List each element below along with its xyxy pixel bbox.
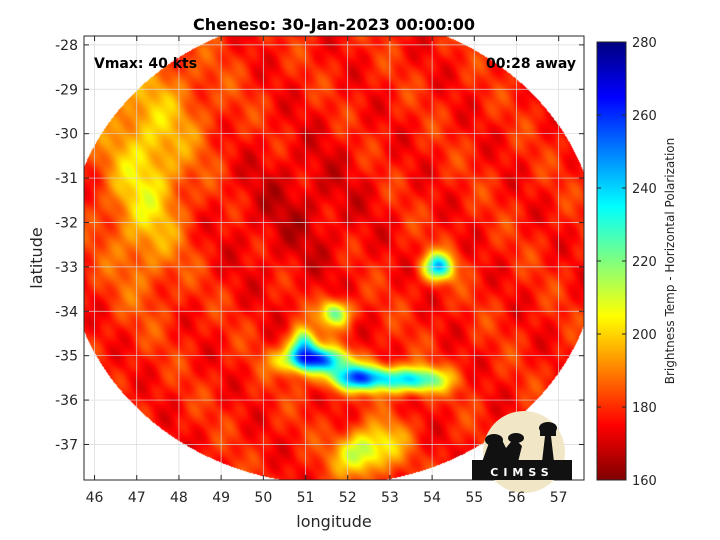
x-tick-label: 46: [86, 490, 104, 506]
y-tick-label: -33: [55, 260, 78, 276]
y-tick-label: -34: [55, 304, 78, 320]
x-tick-label: 50: [254, 490, 272, 506]
colorbar-tick-label: 280: [632, 36, 657, 51]
plot-area: [83, 35, 585, 481]
grid-lines: [84, 36, 584, 480]
logo-base-bar: [472, 460, 572, 480]
x-tick-label: 51: [297, 490, 315, 506]
logo-dish-left: [485, 434, 503, 446]
x-tick-label: 48: [170, 490, 188, 506]
colorbar-tick-label: 220: [632, 255, 657, 270]
time-away-annotation: 00:28 away: [486, 56, 576, 72]
y-tick-label: -28: [55, 38, 78, 54]
colorbar-label: Brightness Temp - Horizontal Polarizatio…: [663, 138, 677, 385]
logo-tower-tank: [539, 422, 557, 434]
chart-title: Cheneso: 30-Jan-2023 00:00:00: [193, 15, 475, 34]
colorbar-tick-label: 260: [632, 109, 657, 124]
plot-border: [83, 35, 585, 481]
colorbar-gradient: [597, 42, 626, 480]
y-axis-label: latitude: [27, 227, 46, 288]
x-tick-label: 47: [128, 490, 146, 506]
colorbar-tick-label: 160: [632, 474, 657, 489]
x-tick-label: 49: [212, 490, 230, 506]
logo-dish-right: [508, 433, 524, 443]
brightness-temp-heatmap: [84, 36, 584, 480]
y-tick-label: -35: [55, 349, 78, 365]
y-tick-label: -31: [55, 171, 78, 187]
colorbar-tick-label: 200: [632, 328, 657, 343]
x-tick-label: 57: [550, 490, 568, 506]
colorbar: 160 180 200 220 240 260 280 Brightness Temp - …: [596, 36, 677, 489]
logo-water-tower: [540, 426, 556, 462]
y-tick-label: -37: [55, 437, 78, 453]
logo-text: CIMSS: [490, 466, 553, 479]
colorbar-ticks: 160 180 200 220 240 260 280: [597, 36, 657, 489]
y-tick-label: -29: [55, 82, 78, 98]
vmax-annotation: Vmax: 40 kts: [94, 56, 197, 72]
y-tick-label: -32: [55, 215, 78, 231]
x-tick-label: 53: [381, 490, 399, 506]
x-tick-label: 56: [508, 490, 526, 506]
x-tick-label: 55: [465, 490, 483, 506]
colorbar-tick-label: 180: [632, 401, 657, 416]
cimss-logo: CIMSS: [472, 411, 572, 493]
colorbar-tick-label: 240: [632, 182, 657, 197]
x-tick-label: 54: [423, 490, 441, 506]
y-tick-label: -30: [55, 127, 78, 143]
y-tick-label: -36: [55, 393, 78, 409]
x-tick-label: 52: [339, 490, 357, 506]
x-axis-label: longitude: [296, 512, 371, 531]
